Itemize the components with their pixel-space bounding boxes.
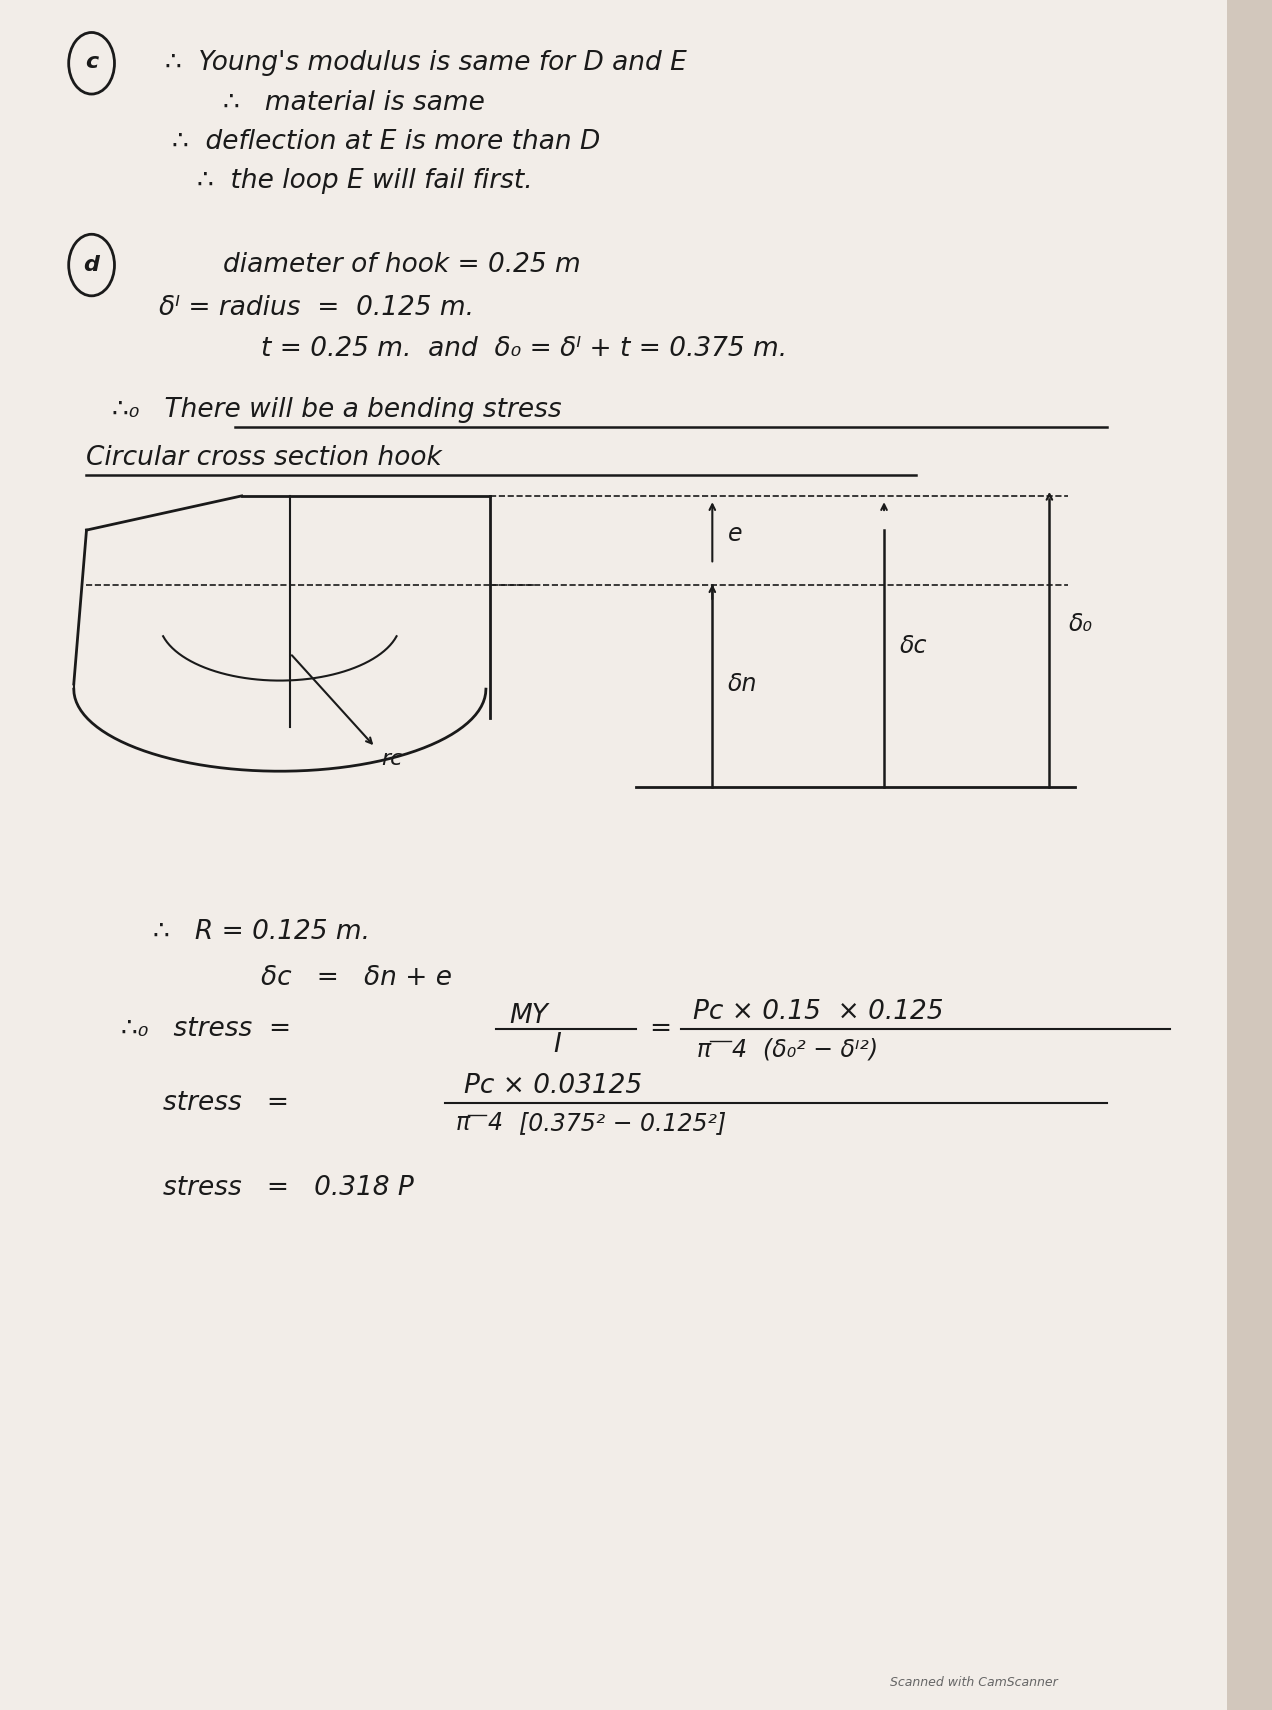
Text: t = 0.25 m.  and  δ₀ = δᴵ + t = 0.375 m.: t = 0.25 m. and δ₀ = δᴵ + t = 0.375 m. bbox=[261, 335, 787, 363]
Text: stress   =: stress = bbox=[163, 1089, 289, 1117]
Text: Circular cross section hook: Circular cross section hook bbox=[86, 445, 443, 472]
Text: (δ₀² − δᴵ²): (δ₀² − δᴵ²) bbox=[763, 1038, 879, 1062]
Text: π: π bbox=[697, 1038, 711, 1062]
Text: Pc × 0.03125: Pc × 0.03125 bbox=[464, 1072, 642, 1100]
Text: ∴  deflection at E is more than D: ∴ deflection at E is more than D bbox=[172, 128, 600, 156]
Text: ∴   R = 0.125 m.: ∴ R = 0.125 m. bbox=[153, 918, 370, 946]
Text: Pc × 0.15  × 0.125: Pc × 0.15 × 0.125 bbox=[693, 999, 944, 1026]
Text: 4: 4 bbox=[731, 1038, 747, 1062]
Text: Scanned with CamScanner: Scanned with CamScanner bbox=[890, 1676, 1058, 1689]
Text: d: d bbox=[84, 255, 99, 275]
Text: [0.375² − 0.125²]: [0.375² − 0.125²] bbox=[519, 1112, 726, 1135]
Text: δ₀: δ₀ bbox=[1068, 612, 1093, 636]
Text: c: c bbox=[85, 53, 98, 72]
Text: π: π bbox=[455, 1112, 469, 1135]
Text: ∴   material is same: ∴ material is same bbox=[223, 89, 485, 116]
Text: δc   =   δn + e: δc = δn + e bbox=[261, 964, 452, 992]
Text: e: e bbox=[728, 522, 742, 545]
Text: MY: MY bbox=[509, 1002, 548, 1029]
Text: ∴₀   stress  =: ∴₀ stress = bbox=[121, 1016, 291, 1043]
Text: stress   =   0.318 P: stress = 0.318 P bbox=[163, 1175, 413, 1202]
Text: 4: 4 bbox=[487, 1112, 502, 1135]
Text: ∴  the loop E will fail first.: ∴ the loop E will fail first. bbox=[197, 168, 533, 195]
Text: ∴₀   There will be a bending stress: ∴₀ There will be a bending stress bbox=[112, 397, 561, 424]
Text: ∴  Young's modulus is same for D and E: ∴ Young's modulus is same for D and E bbox=[165, 50, 687, 77]
Text: δᴵ = radius  =  0.125 m.: δᴵ = radius = 0.125 m. bbox=[159, 294, 474, 321]
Text: diameter of hook = 0.25 m: diameter of hook = 0.25 m bbox=[223, 251, 580, 279]
Bar bbox=[1227, 0, 1272, 1710]
Text: =: = bbox=[649, 1016, 670, 1043]
Text: δc: δc bbox=[899, 634, 927, 658]
Text: δn: δn bbox=[728, 672, 757, 696]
Text: rc: rc bbox=[382, 749, 403, 770]
Text: I: I bbox=[553, 1031, 561, 1058]
